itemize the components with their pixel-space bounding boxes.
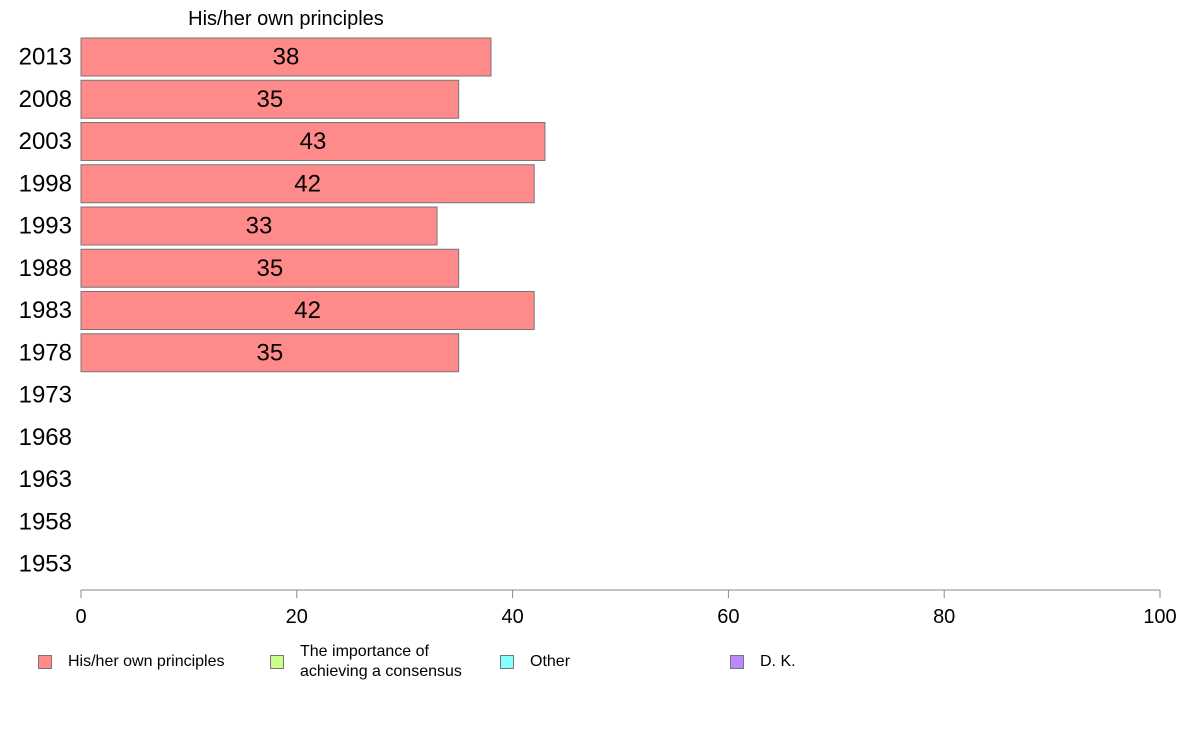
bar-2008	[80, 79, 460, 119]
category-label-2013: 2013	[19, 44, 72, 71]
category-label-1953: 1953	[19, 551, 72, 578]
data-label-2013: 38	[273, 44, 300, 71]
bar-1978	[80, 333, 460, 373]
legend: His/her own principles The importance of…	[38, 640, 1138, 690]
bar-1998	[80, 164, 535, 204]
legend-label-dk: D. K.	[760, 653, 796, 670]
legend-swatch-consensus	[270, 655, 284, 669]
legend-label-own-principles: His/her own principles	[68, 653, 225, 670]
category-label-1998: 1998	[19, 170, 72, 197]
category-label-1983: 1983	[19, 297, 72, 324]
x-tick-label-80: 80	[933, 606, 955, 628]
category-label-2003: 2003	[19, 128, 72, 155]
bar-1988	[80, 248, 460, 288]
x-tick-label-20: 20	[286, 606, 308, 628]
bar-2003	[80, 122, 546, 161]
data-label-1978: 35	[256, 339, 283, 366]
category-labels: 2013 2008 2003 1998 1993 1988 1983 1978 1973 1968…	[19, 44, 72, 578]
category-label-1988: 1988	[19, 255, 72, 282]
legend-item-dk: D. K.	[730, 652, 796, 672]
data-label-1993: 33	[246, 213, 273, 240]
category-label-1973: 1973	[19, 382, 72, 409]
data-label-2003: 43	[300, 128, 327, 155]
x-axis-ticks: 0 20 40 60 80 100	[75, 590, 1177, 628]
x-tick-label-0: 0	[75, 606, 86, 628]
bars-group: 38 35 43 42 33 35 42 35	[80, 37, 546, 373]
x-tick-label-60: 60	[717, 606, 739, 628]
legend-item-own-principles: His/her own principles	[38, 652, 225, 672]
category-label-1968: 1968	[19, 424, 72, 451]
legend-swatch-dk	[730, 655, 744, 669]
category-label-1963: 1963	[19, 466, 72, 493]
data-label-1988: 35	[256, 255, 283, 282]
data-label-1983: 42	[294, 297, 321, 324]
chart-title: His/her own principles	[188, 8, 384, 30]
data-label-2008: 35	[256, 86, 283, 113]
category-label-2008: 2008	[19, 86, 72, 113]
legend-item-consensus: The importance of achieving a consensus	[270, 642, 462, 682]
bar-2013	[80, 37, 492, 77]
bar-1993	[80, 206, 438, 246]
x-tick-label-40: 40	[501, 606, 523, 628]
x-tick-label-100: 100	[1143, 606, 1176, 628]
category-label-1958: 1958	[19, 508, 72, 535]
bar-1983	[80, 291, 535, 330]
legend-swatch-own-principles	[38, 655, 52, 669]
category-label-1993: 1993	[19, 213, 72, 240]
legend-label-other: Other	[530, 653, 571, 670]
legend-swatch-other	[500, 655, 514, 669]
legend-item-other: Other	[500, 652, 570, 672]
data-label-1998: 42	[294, 170, 321, 197]
legend-label-consensus: The importance of achieving a consensus	[300, 643, 462, 680]
category-label-1978: 1978	[19, 339, 72, 366]
